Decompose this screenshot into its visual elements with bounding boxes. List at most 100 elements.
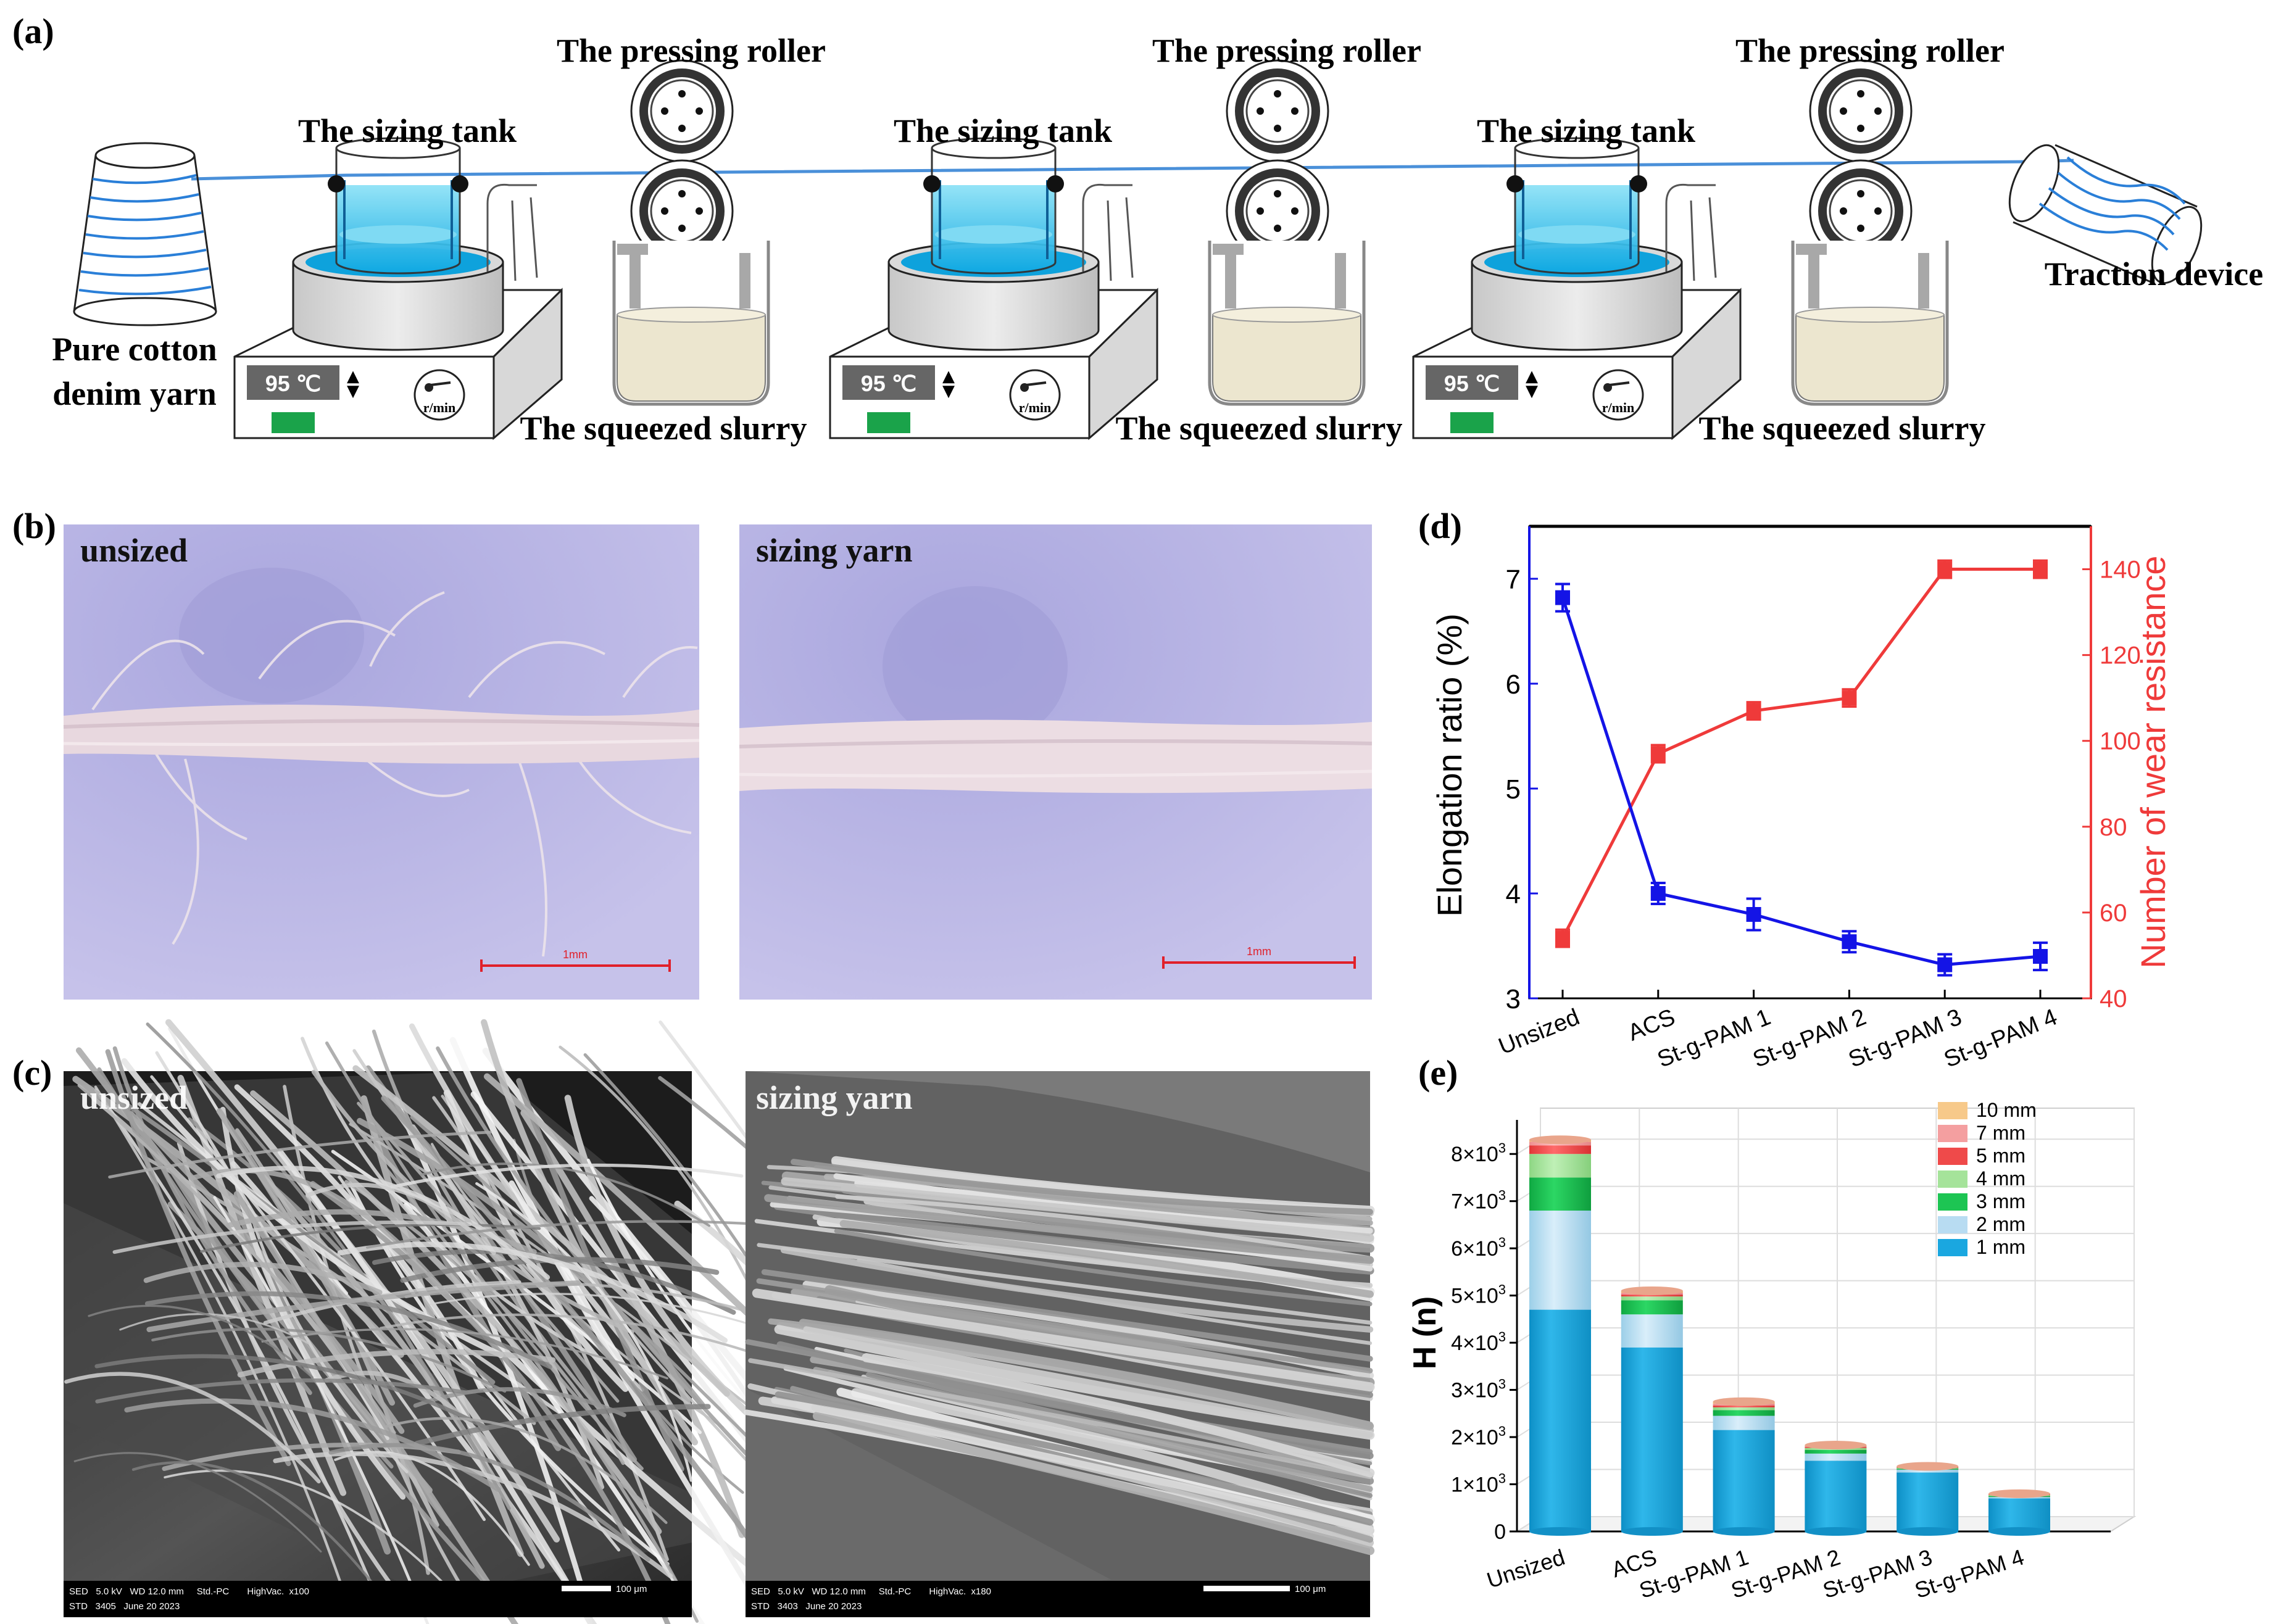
roller-bolt (1857, 190, 1864, 197)
squeezed-slurry-label: The squeezed slurry (1116, 410, 1403, 447)
panel-label-c: (c) (12, 1053, 52, 1093)
temp-up-arrow-icon: ▲ (1526, 367, 1538, 386)
sem-fiber-unsized (365, 1220, 786, 1249)
yarn-label-line2: denim yarn (52, 375, 217, 412)
sem-fiber-unsized (146, 1022, 511, 1510)
yarn-guide-lines (939, 180, 1049, 259)
panel-label-b: (b) (12, 506, 56, 546)
panel-c: (c) SED 5.0 kV WD 12.0 mm Std.-PC HighVa… (12, 1019, 1375, 1624)
sem-fiber-sizing-yarn (803, 1326, 1373, 1438)
roller-bolt (1274, 190, 1281, 197)
roller-bolt (1857, 90, 1864, 97)
sem-fiber-unsized (475, 1182, 693, 1482)
roller-support-right (1918, 253, 1929, 309)
roller-bolt (678, 125, 686, 132)
legend-swatch-7mm (1938, 1125, 1967, 1142)
guide-roller-right (1047, 175, 1064, 193)
sem-fiber-unsized (131, 1461, 378, 1590)
roller-bolt (1291, 107, 1298, 115)
beaker-walls (335, 148, 461, 185)
sem-fiber-sizing-yarn (851, 1388, 1375, 1525)
bar-segment-3mm (1713, 1410, 1775, 1416)
bar-segment-5mm (1713, 1405, 1775, 1407)
right-tick-label: 120 (2100, 642, 2141, 669)
pressing-roller-label: The pressing roller (1735, 32, 2005, 69)
sem-fiber-unsized (146, 1280, 581, 1332)
thermometer-probe (1082, 183, 1132, 271)
sem-fiber-unsized (88, 1304, 314, 1378)
legend-swatch-5mm (1938, 1148, 1967, 1165)
roller-bolt (696, 107, 703, 115)
bar-top-cap (1988, 1489, 2050, 1498)
roller-bolt (1274, 125, 1281, 132)
speed-dial-icon (413, 369, 465, 421)
y-tick-exponent: 3 (1498, 1471, 1506, 1486)
squeezed-slurry (1212, 314, 1361, 402)
sem-fiber-sizing-yarn (812, 1411, 1375, 1556)
thermometer-probe (486, 183, 537, 271)
sem-fiber-unsized (64, 1372, 321, 1484)
roller-bolt (678, 90, 686, 97)
wear-resistance-point (1842, 690, 1857, 706)
sem-fiber-unsized (324, 1370, 529, 1497)
roller-bolt (1291, 207, 1298, 215)
sem-fiber-unsized (436, 1046, 784, 1493)
squeezed-slurry (617, 314, 766, 402)
guide-roller-left (328, 175, 345, 193)
temp-down-arrow-icon: ▼ (942, 382, 955, 400)
speed-unit-label: r/min (1602, 400, 1635, 415)
elongation-point (1555, 590, 1570, 605)
roller-bolt (1840, 207, 1847, 215)
sizing-tank-label: The sizing tank (1477, 112, 1695, 149)
sem-fiber-sizing-yarn (761, 1269, 1373, 1362)
sem-fiber-unsized (250, 1090, 662, 1535)
sem-fiber-unsized (143, 1262, 383, 1295)
bar-segment-2mm (1713, 1415, 1775, 1430)
roller-hub (1829, 79, 1893, 143)
roller-bolt (696, 207, 703, 215)
y-tick-exponent: 3 (1498, 1140, 1506, 1156)
roller-bolt (1274, 225, 1281, 232)
sem-info-right-row2: STD 3403 June 20 2023 (751, 1601, 862, 1612)
bar-top-cap (1621, 1286, 1683, 1295)
right-tick-label: 100 (2100, 728, 2141, 755)
y-tick-exponent: 3 (1498, 1377, 1506, 1392)
legend-swatch-1mm (1938, 1239, 1967, 1256)
roller-bolt (1840, 107, 1847, 115)
yarn-guide-lines (1522, 180, 1632, 259)
legend-label: 3 mm (1976, 1190, 2025, 1212)
bar-segment-5mm (1529, 1145, 1591, 1154)
roller-bolt (1257, 107, 1264, 115)
sem-fiber-sizing-yarn (764, 1194, 1374, 1264)
sem-fiber-unsized (559, 1045, 762, 1308)
y-tick-exponent: 3 (1498, 1282, 1506, 1298)
y-tick-label: 4×103 (1451, 1329, 1506, 1355)
panel-e: (e) 0 1×103 2×103 3×103 4×103 5×103 6×103 7×103… (1407, 1053, 2137, 1603)
sem-fiber-unsized (124, 1398, 501, 1493)
sem-fiber-unsized (385, 1417, 668, 1524)
bar-base (1713, 1527, 1775, 1536)
y-tick-exponent: 3 (1498, 1235, 1506, 1250)
sem-fiber-unsized (410, 1116, 780, 1469)
cotton-yarn-cone (73, 142, 217, 326)
roller-bolt (661, 207, 668, 215)
beaker-walls (931, 148, 1057, 185)
speed-dial-icon (1009, 369, 1061, 421)
sem-fiber-sizing-yarn (757, 1243, 1373, 1325)
support-bracket (1213, 244, 1244, 255)
speed-dial-hub (1020, 383, 1029, 392)
yarn-path-line (191, 159, 2074, 181)
sem-fiber-unsized (216, 1166, 551, 1280)
sem-fiber-unsized (379, 1160, 699, 1623)
wear-resistance-point (2033, 561, 2048, 577)
sizing-tank-label: The sizing tank (894, 112, 1112, 149)
bar-segment-2mm (1805, 1453, 1867, 1461)
sem-fiber-sizing-yarn (834, 1228, 1373, 1307)
sem-fiber-unsized (95, 1378, 468, 1404)
sem-fiber-unsized (73, 1452, 322, 1553)
squeezed-slurry-label: The squeezed slurry (1699, 410, 1986, 447)
sem-fibers-unsized (64, 1019, 1062, 1624)
scalebar-label-right: 1mm (1247, 945, 1271, 958)
